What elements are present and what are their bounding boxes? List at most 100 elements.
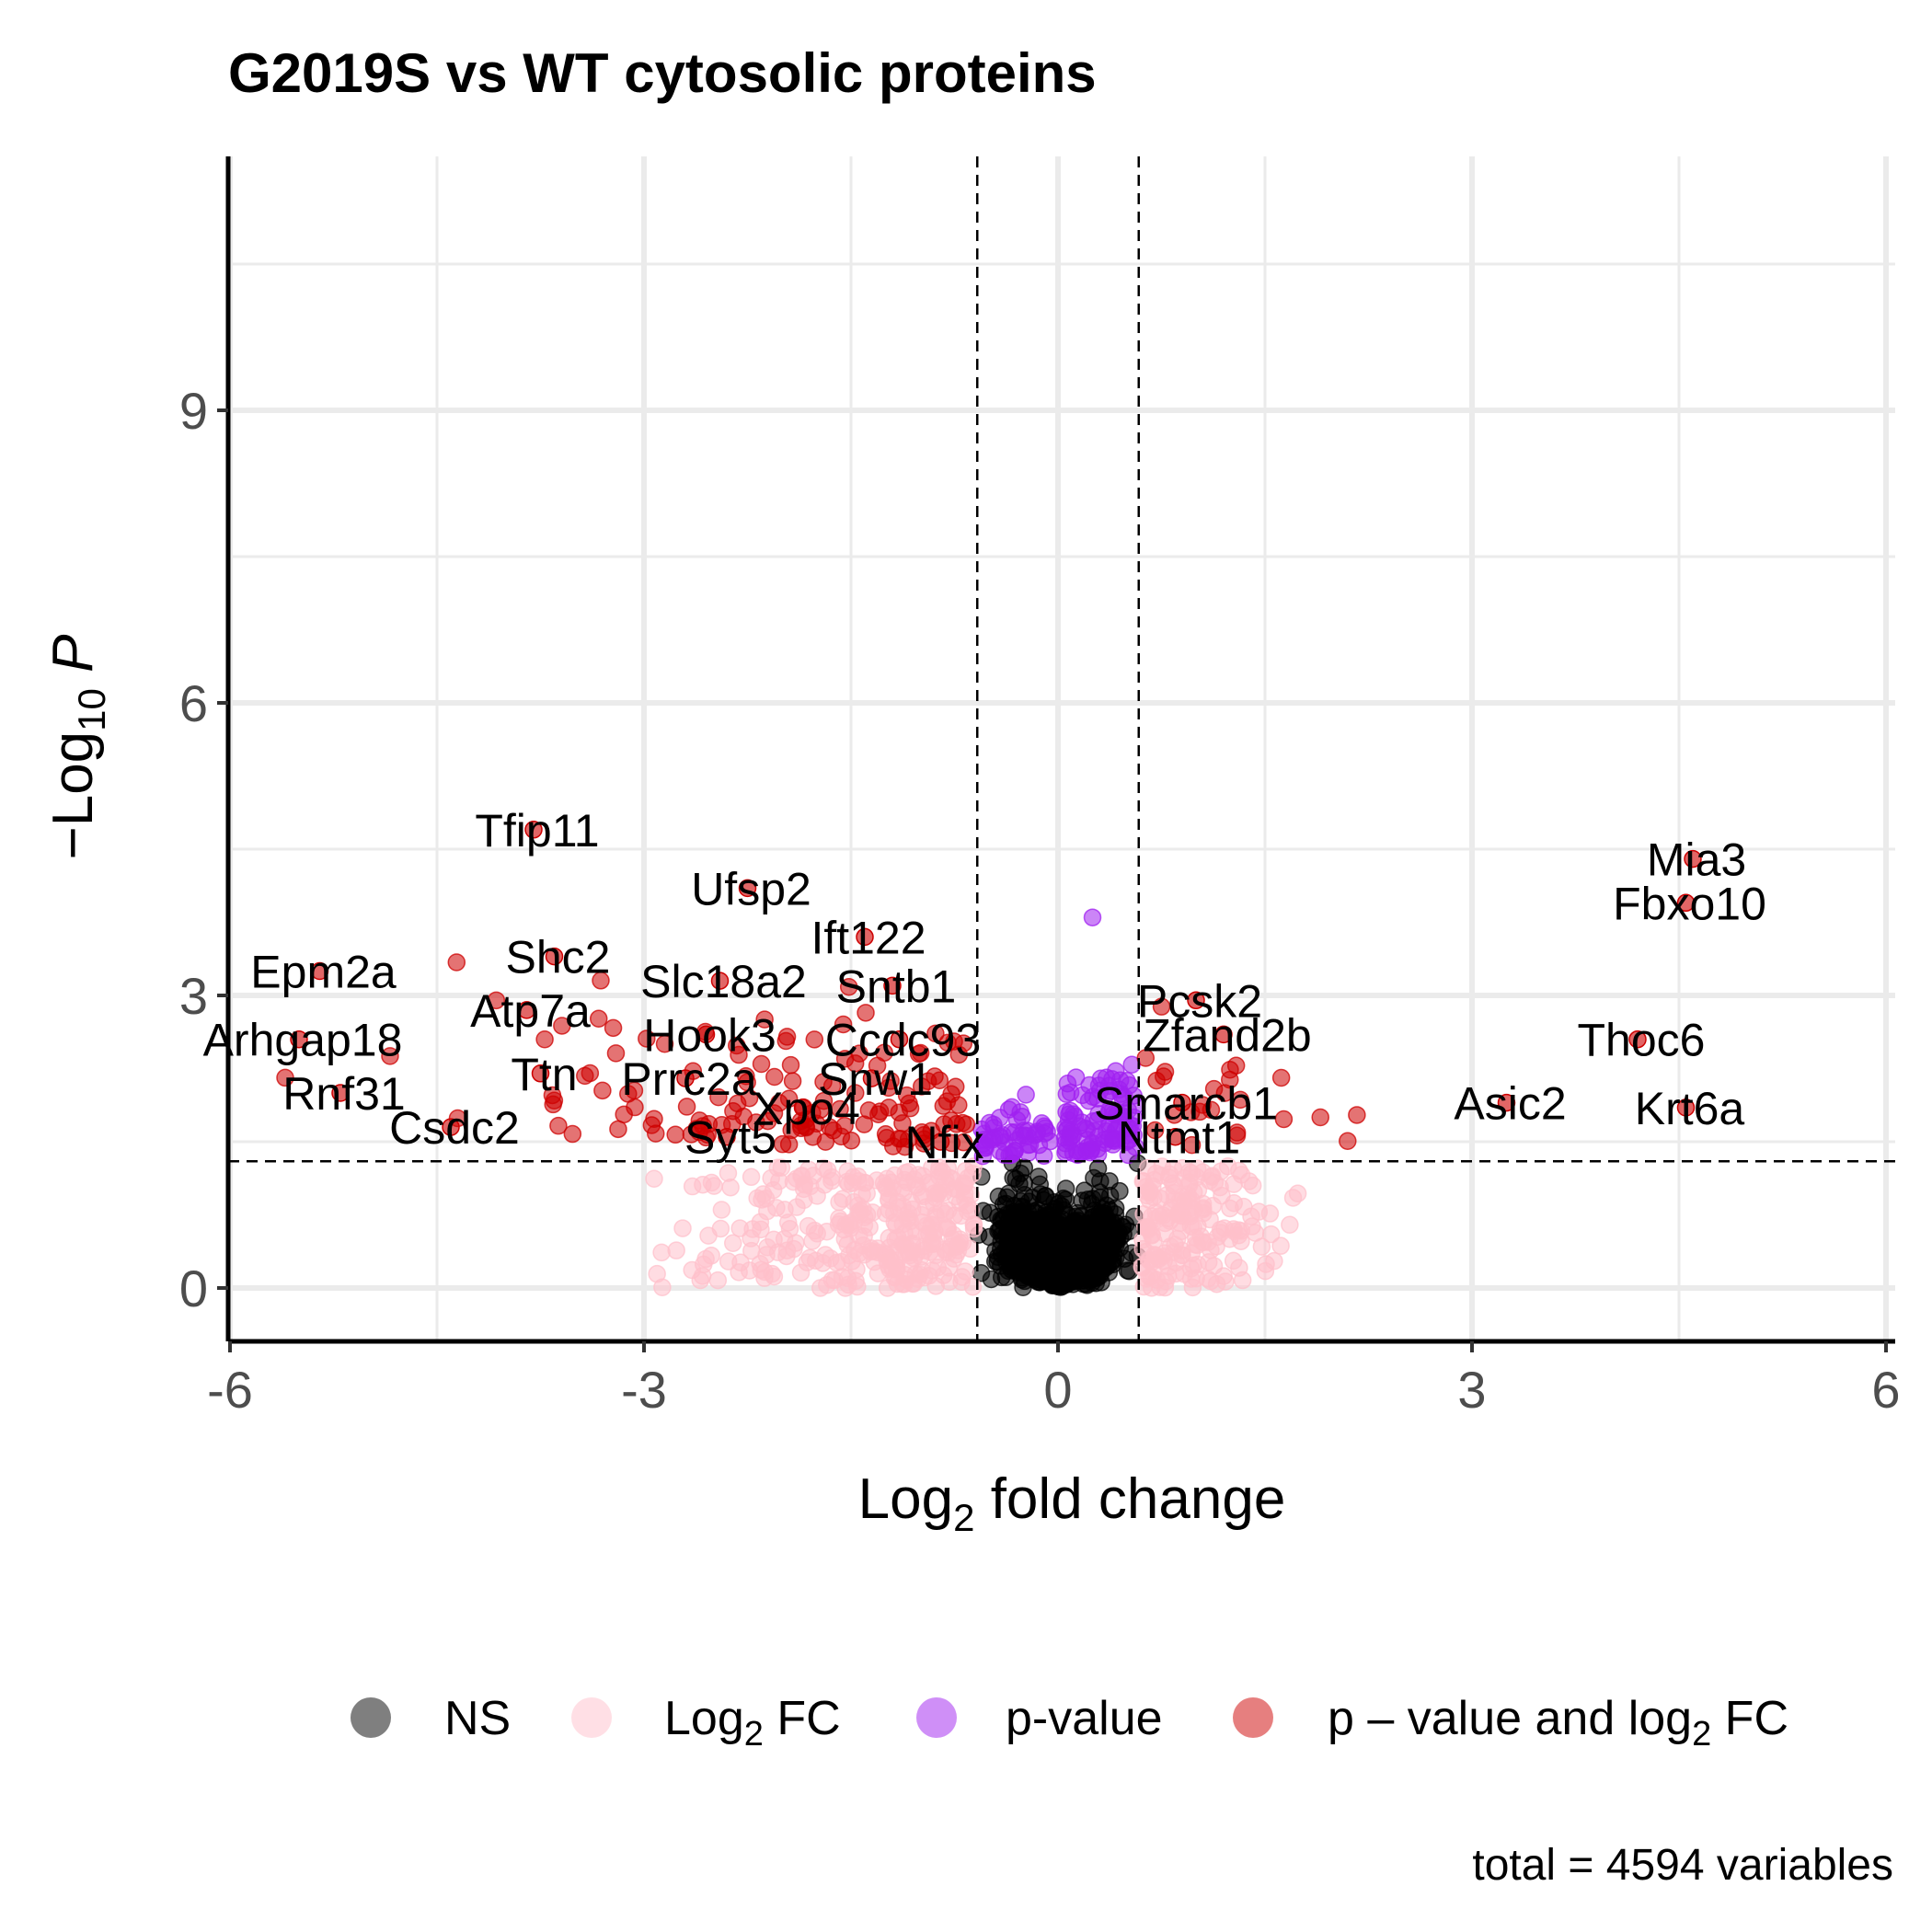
data-point (1133, 1230, 1152, 1249)
gene-label: Syt5 (684, 1112, 776, 1164)
data-point-labeled (931, 1133, 950, 1151)
data-point (535, 1030, 554, 1049)
data-point (834, 1190, 852, 1208)
gene-label: Thoc6 (1578, 1015, 1706, 1066)
data-point (859, 1101, 879, 1120)
legend-label-ns: NS (444, 1692, 511, 1745)
data-point (931, 1181, 949, 1200)
data-point (795, 1175, 813, 1193)
y-tick-label: 0 (179, 1259, 208, 1317)
data-point (921, 1243, 939, 1261)
data-point (882, 1173, 901, 1192)
data-point (778, 1213, 798, 1232)
data-point (907, 1222, 926, 1241)
data-point (1156, 1278, 1175, 1297)
data-point-labeled (710, 972, 730, 990)
data-point-labeled (331, 1084, 350, 1102)
data-point (1108, 1105, 1126, 1124)
x-tick-label: -6 (207, 1361, 253, 1419)
data-point (655, 1035, 674, 1053)
legend-label-fc: Log2 FC (664, 1692, 841, 1754)
data-point-labeled (1676, 893, 1696, 913)
data-point (781, 1055, 800, 1075)
data-point (1097, 1259, 1115, 1277)
cutoff-lines (228, 156, 1895, 1341)
data-point (878, 1279, 897, 1297)
data-point (1256, 1261, 1275, 1281)
data-point (839, 977, 858, 996)
data-point (899, 1209, 918, 1227)
data-point (1152, 997, 1171, 1016)
data-point (447, 953, 466, 972)
data-point-labeled (1187, 991, 1205, 1010)
data-point (857, 1004, 875, 1022)
data-point (543, 1086, 562, 1105)
data-point (1145, 1121, 1165, 1140)
data-point (645, 1110, 663, 1129)
data-point-labeled (1497, 1093, 1516, 1112)
data-point (837, 1172, 857, 1191)
data-point-labeled (1214, 1025, 1233, 1044)
data-point (1184, 1256, 1202, 1275)
data-point (1211, 1220, 1230, 1239)
data-point (702, 1173, 721, 1192)
data-point (1201, 1171, 1219, 1190)
data-point (1094, 1215, 1112, 1234)
data-point-labeled (883, 976, 902, 995)
data-point (667, 1241, 685, 1259)
data-point-labeled (531, 1064, 550, 1083)
data-point (908, 1178, 927, 1197)
data-point (738, 1073, 756, 1092)
data-point-labeled (1684, 849, 1702, 868)
data-point (1066, 1068, 1086, 1087)
data-point (696, 1128, 716, 1147)
data-point (845, 1054, 865, 1073)
data-point (708, 1271, 728, 1290)
data-point (1202, 1241, 1220, 1259)
data-point (1118, 1126, 1136, 1144)
data-point (808, 1225, 826, 1243)
labeled-points (290, 821, 1702, 1151)
x-axis-ticks: -6 -3 0 3 6 (207, 1341, 1901, 1419)
x-axis-label: Log2 fold change (858, 1467, 1286, 1539)
y-tick-label: 3 (179, 967, 208, 1025)
gene-label: Mia3 (1647, 834, 1746, 886)
x-tick-label: 3 (1457, 1361, 1486, 1419)
data-point (822, 1167, 841, 1187)
data-point (696, 1249, 715, 1269)
data-point (777, 1247, 796, 1266)
data-point (762, 1168, 780, 1188)
data-point (924, 1215, 942, 1235)
gene-label: Ccdc93 (825, 1015, 982, 1066)
background-points (276, 908, 1366, 1297)
data-point (758, 1238, 776, 1257)
data-point (1232, 1166, 1251, 1184)
data-point (1216, 1272, 1235, 1291)
y-tick-label: 9 (179, 382, 208, 440)
gene-label: Sntb1 (836, 960, 957, 1012)
data-point (693, 1267, 712, 1285)
data-point (755, 1269, 774, 1287)
legend: NS Log2 FC p-value p – value and log2 FC (351, 1692, 1788, 1754)
data-point (791, 1263, 811, 1282)
gene-label: Hook3 (643, 1009, 776, 1061)
gene-label: Nfix (904, 1117, 983, 1168)
y-tick-label: 6 (179, 674, 208, 732)
data-point (730, 1263, 748, 1282)
data-point (606, 1044, 626, 1063)
data-point (956, 1190, 974, 1209)
x-tick-label: -3 (621, 1361, 667, 1419)
data-point (1288, 1184, 1307, 1202)
data-point (1138, 1158, 1157, 1178)
data-point (381, 1047, 399, 1065)
data-point (938, 1202, 958, 1220)
data-point (1182, 1135, 1202, 1155)
data-point-labeled (517, 1001, 536, 1019)
data-point (581, 1064, 600, 1083)
data-point-labeled (442, 1118, 460, 1136)
gene-label: Asic2 (1454, 1078, 1566, 1130)
gene-label: Shc2 (506, 932, 611, 983)
data-point (1083, 908, 1102, 926)
data-point (886, 1242, 904, 1260)
